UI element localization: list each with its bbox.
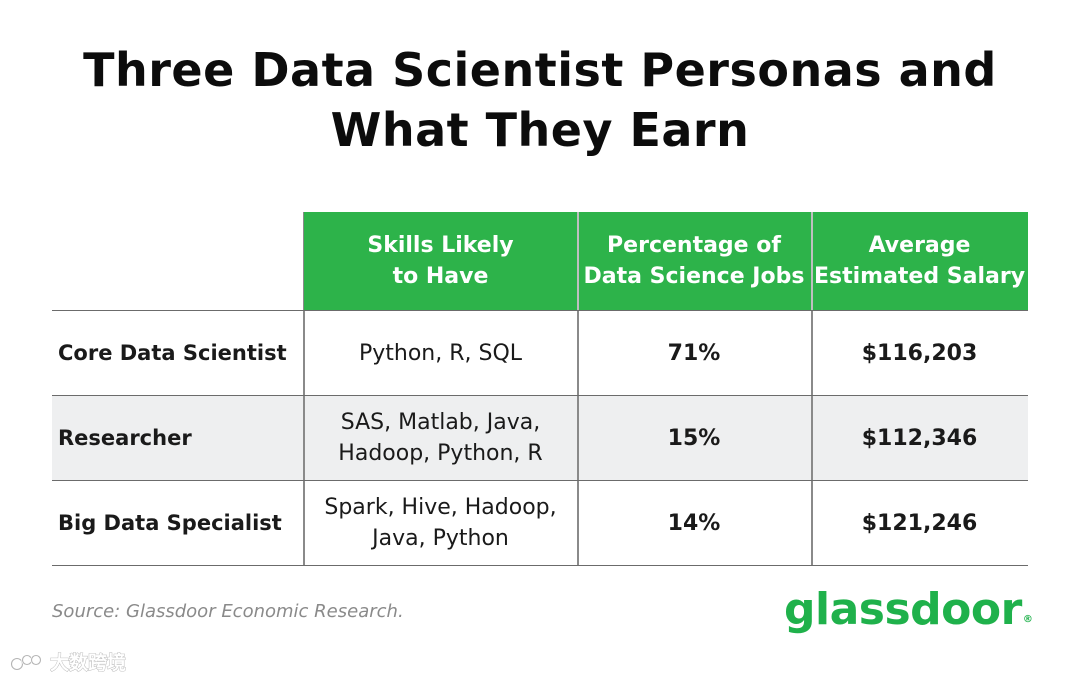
column-divider (303, 481, 305, 565)
column-divider (303, 311, 305, 395)
source-note: Source: Glassdoor Economic Research. (52, 601, 404, 622)
persona-name: Core Data Scientist (58, 340, 287, 365)
persona-percentage: 14% (667, 510, 721, 536)
persona-salary: $112,346 (861, 425, 978, 451)
glassdoor-wordmark: glassdoor (784, 584, 1022, 635)
table-row: Big Data Specialist Spark, Hive, Hadoop,… (52, 481, 1028, 566)
glassdoor-logo: glassdoor® (784, 580, 1033, 640)
column-header-salary: Average Estimated Salary (813, 233, 1026, 289)
chart-title: Three Data Scientist Personas and What T… (0, 40, 1080, 160)
watermark-text: 大数跨境 (50, 651, 126, 675)
chart-title-line-2: What They Earn (330, 103, 750, 157)
header-green-band (304, 212, 1028, 310)
persona-skills: SAS, Matlab, Java, Hadoop, Python, R (338, 410, 543, 466)
table-header-row: Skills Likely to Have Percentage of Data… (52, 212, 1028, 311)
column-divider (811, 311, 813, 395)
persona-salary: $116,203 (861, 340, 978, 366)
column-divider (577, 311, 579, 395)
watermark: 大数跨境 (10, 650, 146, 676)
column-header-skills: Skills Likely to Have (367, 233, 514, 289)
registered-mark: ® (1022, 614, 1033, 625)
header-divider (811, 212, 813, 310)
persona-table: Skills Likely to Have Percentage of Data… (52, 212, 1028, 566)
header-divider (577, 212, 579, 310)
persona-salary: $121,246 (861, 510, 978, 536)
watermark-logo-icon (10, 654, 42, 671)
watermark-label: 大数跨境 (50, 651, 126, 674)
column-divider (577, 481, 579, 565)
column-divider (811, 481, 813, 565)
header-blank-cell (52, 212, 304, 310)
persona-skills: Spark, Hive, Hadoop, Java, Python (324, 495, 557, 551)
persona-percentage: 15% (667, 425, 721, 451)
column-header-percentage: Percentage of Data Science Jobs (583, 233, 805, 289)
table-row: Core Data Scientist Python, R, SQL 71% $… (52, 311, 1028, 396)
persona-name: Researcher (58, 425, 192, 450)
column-divider (303, 396, 305, 480)
table-row: Researcher SAS, Matlab, Java, Hadoop, Py… (52, 396, 1028, 481)
column-divider (811, 396, 813, 480)
column-divider (577, 396, 579, 480)
persona-name: Big Data Specialist (58, 510, 282, 535)
persona-percentage: 71% (667, 340, 721, 366)
chart-title-line-1: Three Data Scientist Personas and (83, 43, 997, 97)
persona-skills: Python, R, SQL (358, 340, 523, 366)
